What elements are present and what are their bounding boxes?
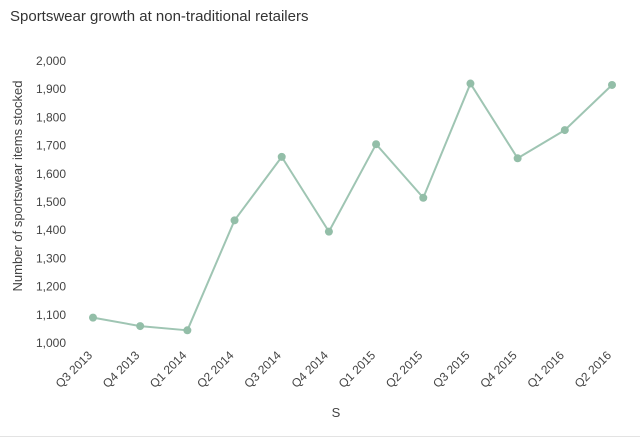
bottom-divider [0,436,640,437]
y-tick-label: 1,400 [36,223,66,237]
data-point [324,227,333,236]
data-point [136,322,145,331]
data-point [466,79,475,88]
y-tick-label: 1,000 [36,336,66,350]
y-tick-label: 1,300 [36,251,66,265]
data-point [513,154,522,163]
x-tick-label: Q2 2015 [383,348,426,391]
series-line [92,82,613,332]
data-point [608,80,616,89]
data-point [183,326,192,335]
data-point [372,140,381,149]
y-tick-label: 2,000 [36,54,66,68]
x-tick-label: Q3 2013 [53,348,96,391]
x-tick-label: Q2 2014 [194,348,237,391]
chart-title: Sportswear growth at non-traditional ret… [10,8,309,25]
x-tick-label: Q1 2015 [336,348,379,391]
x-tick-label: Q1 2014 [147,348,190,391]
y-tick-label: 1,900 [36,82,66,96]
x-tick-label: Q1 2016 [524,348,567,391]
data-point [419,193,428,202]
x-axis-label: S [332,405,341,420]
data-point [560,126,569,135]
y-tick-label: 1,200 [36,280,66,294]
y-tick-label: 1,100 [36,308,66,322]
data-point [89,313,97,322]
y-tick-label: 1,700 [36,139,66,153]
x-tick-label: Q3 2014 [241,348,284,391]
y-tick-label: 1,600 [36,167,66,181]
x-tick-label: Q3 2015 [430,348,473,391]
x-tick-label: Q4 2013 [100,348,143,391]
x-tick-label: Q4 2015 [477,348,520,391]
y-tick-label: 1,500 [36,195,66,209]
y-tick-label: 1,800 [36,110,66,124]
x-tick-label: Q2 2016 [572,348,615,391]
data-point [230,216,239,225]
data-point [277,152,286,161]
x-tick-label: Q4 2014 [289,348,332,391]
y-axis-label: Number of sportswear items stocked [10,81,25,292]
